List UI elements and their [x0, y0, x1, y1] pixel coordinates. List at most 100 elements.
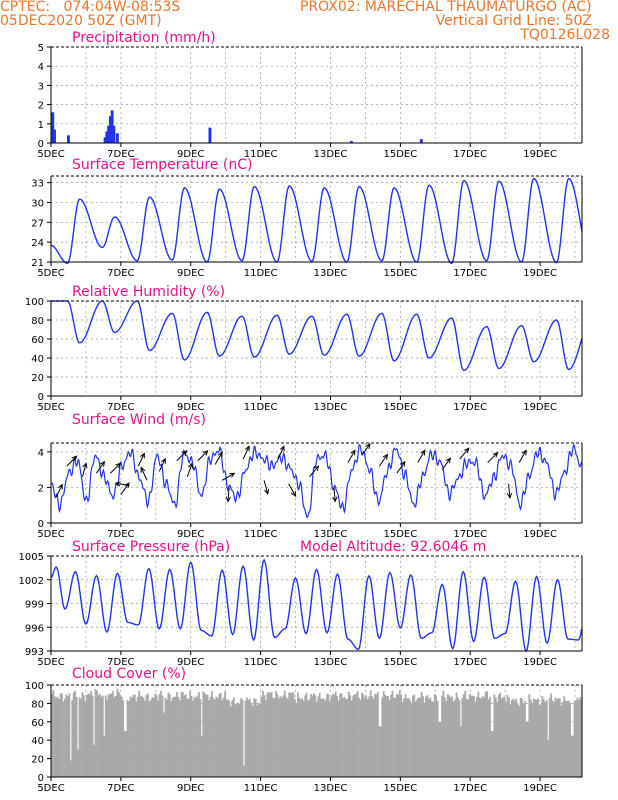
cloud-bar	[200, 735, 203, 777]
wind-arrow-head	[463, 447, 470, 454]
cloud-bar	[410, 702, 413, 777]
cloud-bar	[165, 699, 168, 777]
cloud-bar	[480, 698, 483, 777]
panel-title: Surface Wind (m/s)	[72, 412, 206, 428]
cloud-bar	[368, 696, 371, 777]
cloud-bar	[250, 702, 253, 777]
cloud-bar	[83, 695, 85, 777]
cloud-bar	[216, 698, 219, 777]
cloud-bar	[56, 696, 59, 777]
cloud-bar	[429, 697, 432, 777]
wind-arrow-head	[160, 457, 166, 464]
cloud-bar	[553, 701, 555, 777]
cloud-bar	[462, 694, 465, 777]
cloud-bar	[518, 705, 521, 777]
cloud-bar	[132, 694, 135, 777]
cloud-bar	[567, 700, 570, 777]
cloud-bar	[208, 700, 210, 777]
cloud-bar	[545, 699, 548, 777]
x-tick-label: 11DEC	[244, 783, 278, 794]
cloud-bar	[446, 694, 449, 777]
cloud-bar	[259, 703, 261, 777]
cloud-bar	[279, 696, 282, 777]
wind-arrow	[186, 463, 193, 477]
cloud-bar	[420, 692, 423, 777]
cloud-bar	[278, 698, 280, 777]
wind-arrow-head	[71, 455, 78, 462]
cloud-bar	[77, 749, 79, 777]
wind-arrow-head	[181, 450, 188, 456]
cloud-bar	[484, 691, 487, 777]
cloud-bar	[234, 704, 237, 777]
cloud-bar	[237, 702, 240, 777]
cloud-bar	[393, 697, 395, 777]
cloud-bar	[199, 698, 202, 777]
cloud-bar	[550, 693, 553, 777]
cloud-bar	[377, 691, 379, 777]
cloud-bar	[400, 694, 403, 777]
wind-arrow	[518, 450, 527, 463]
cloud-bar	[575, 700, 577, 777]
wind-arrow	[361, 443, 371, 456]
wind-arrow-head	[99, 460, 106, 467]
cloud-bar	[87, 693, 90, 777]
y-tick-label: 2	[38, 101, 44, 112]
wind-arrow-head	[291, 490, 297, 497]
cloud-bar	[487, 699, 490, 777]
x-tick-label: 17DEC	[453, 268, 487, 279]
y-tick-label: 40	[31, 354, 44, 365]
cloud-bar	[570, 735, 573, 777]
cloud-bar	[145, 694, 148, 777]
cloud-bar	[404, 694, 407, 777]
y-tick-label: 993	[25, 647, 44, 658]
cloud-bar	[154, 693, 157, 777]
cloud-bar	[352, 695, 355, 777]
cloud-bar	[282, 695, 285, 777]
cloud-bar	[221, 700, 224, 777]
cloud-bar	[148, 701, 151, 777]
x-tick-label: 17DEC	[453, 783, 487, 794]
cloud-bar	[227, 699, 229, 777]
cloud-bar	[430, 701, 433, 777]
x-tick-label: 11DEC	[244, 657, 278, 668]
cloud-bar	[64, 698, 66, 777]
wind-arrow	[55, 484, 63, 498]
cloud-bar	[231, 700, 234, 777]
cloud-bar	[179, 700, 181, 777]
cloud-bar	[481, 696, 484, 777]
cloud-bar	[334, 691, 337, 777]
cloud-bar	[497, 694, 500, 777]
cloud-bar	[345, 699, 347, 777]
cloud-bar	[465, 699, 468, 777]
cloud-bar	[177, 696, 180, 777]
cloud-bar	[292, 692, 295, 777]
x-tick-label: 15DEC	[383, 783, 417, 794]
x-tick-label: 15DEC	[383, 657, 417, 668]
cloud-bar	[214, 699, 216, 777]
cloud-bar	[215, 696, 218, 777]
cloud-bar	[225, 699, 228, 777]
cloud-bar	[346, 698, 349, 777]
cloud-bar	[206, 694, 209, 777]
cloud-bar	[416, 699, 419, 777]
x-tick-label: 13DEC	[314, 402, 348, 413]
precip-bar	[110, 110, 114, 143]
cloud-bar	[547, 740, 550, 777]
cloud-bar	[438, 721, 440, 777]
cloud-bar	[81, 692, 84, 777]
cloud-bar	[525, 721, 528, 777]
x-tick-label: 9DEC	[177, 149, 204, 160]
wind-arrow	[242, 446, 250, 460]
cloud-bar	[232, 697, 235, 777]
cloud-bar	[267, 691, 270, 777]
cloud-bar	[192, 700, 194, 777]
cloud-bar	[324, 700, 327, 777]
wind-arrow-head	[279, 445, 285, 452]
cloud-bar	[248, 698, 251, 777]
cloud-bar	[141, 696, 144, 777]
wind-arrow-head	[350, 449, 356, 456]
cloud-bar	[55, 697, 58, 777]
cloud-bar	[97, 695, 100, 777]
cloud-bar	[78, 697, 81, 777]
cloud-bar	[184, 694, 187, 777]
